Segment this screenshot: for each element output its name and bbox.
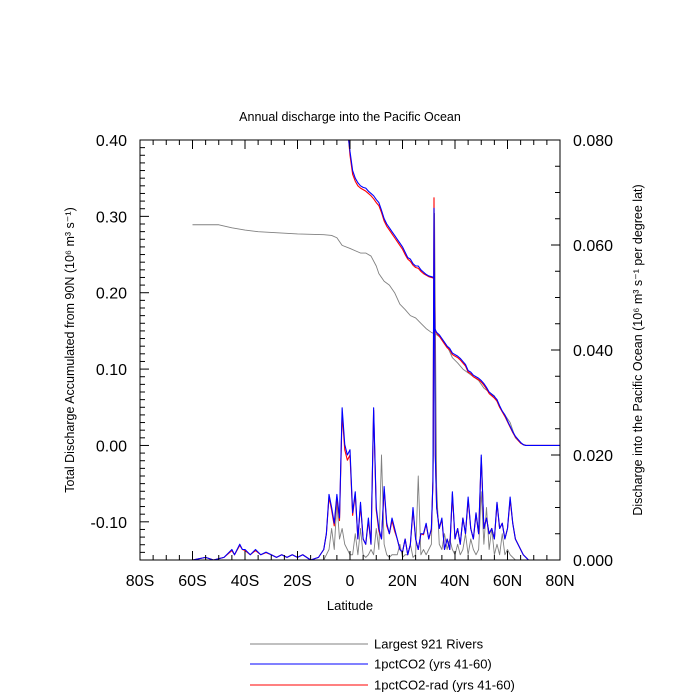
y-right-axis-label: Discharge into the Pacific Ocean (10⁶ m³… [631, 184, 645, 515]
y-right-tick-label: 0.040 [573, 343, 613, 360]
x-tick-label: 80S [126, 573, 154, 590]
x-tick-label: 60S [178, 573, 206, 590]
x-tick-label: 20N [388, 573, 417, 590]
x-axis: 80S 60S 40S 20S 0 20N 40N 60N 80N [126, 140, 575, 590]
x-axis-label: Latitude [327, 598, 373, 613]
y-left-tick-label: 0.10 [96, 362, 127, 379]
y-left-axis-label: Total Discharge Accumulated from 90N (10… [63, 207, 77, 492]
series-1pctco2-yrs-41-60-accumulated-line [348, 140, 560, 446]
series-layer [140, 140, 560, 560]
y-right-tick-label: 0.080 [573, 133, 613, 150]
x-tick-label: 40S [231, 573, 259, 590]
legend: Largest 921 Rivers 1pctCO2 (yrs 41-60) 1pc… [250, 637, 515, 693]
y-left-axis: 0.40 0.30 0.20 0.10 0.00 -0.10 [91, 133, 149, 561]
y-right-tick-label: 0.000 [573, 553, 613, 570]
y-right-tick-label: 0.060 [573, 238, 613, 255]
x-tick-label: 60N [493, 573, 522, 590]
legend-label: 1pctCO2 (yrs 41-60) [374, 657, 492, 672]
series-largest-921-rivers-per-degree-line [140, 213, 560, 560]
x-tick-label: 80N [545, 573, 574, 590]
y-right-tick-label: 0.020 [573, 448, 613, 465]
y-left-tick-label: -0.10 [91, 515, 128, 532]
y-left-tick-label: 0.00 [96, 438, 127, 455]
y-left-tick-label: 0.30 [96, 209, 127, 226]
x-tick-label: 40N [440, 573, 469, 590]
legend-label: Largest 921 Rivers [374, 637, 484, 652]
series-1pctco2-rad-yrs-41-60-accumulated-line [348, 140, 560, 446]
y-left-tick-label: 0.40 [96, 133, 127, 150]
x-tick-label: 20S [283, 573, 311, 590]
plot-frame [139, 139, 561, 561]
series-largest-921-rivers-accumulated-line [192, 224, 560, 446]
y-right-axis: 0.080 0.060 0.040 0.020 0.000 [551, 133, 613, 570]
legend-label: 1pctCO2-rad (yrs 41-60) [374, 678, 515, 693]
x-tick-label: 0 [346, 573, 355, 590]
chart-title: Annual discharge into the Pacific Ocean [239, 110, 461, 124]
y-left-tick-label: 0.20 [96, 286, 127, 303]
series-1pctco2-yrs-41-60-per-degree-line [140, 207, 560, 560]
